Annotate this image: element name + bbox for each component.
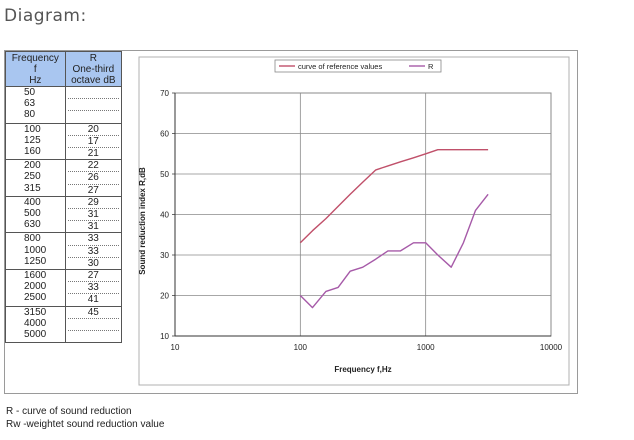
- r-value: [67, 319, 119, 332]
- table-row: 1600 2000 2500 27 33 41: [5, 269, 123, 307]
- frequency-value: 800: [24, 233, 41, 245]
- r-value-cell: 45: [64, 306, 123, 344]
- legend-label: curve of reference values: [298, 62, 382, 71]
- frequency-cell: 800 1000 1250: [5, 232, 66, 271]
- frequency-value: 125: [24, 134, 41, 146]
- table-row: 100 125 160 20 17 21: [5, 123, 123, 161]
- x-tick-label: 10000: [540, 343, 563, 352]
- y-tick-label: 10: [160, 332, 169, 341]
- table-row: 200 250 315 22 26 27: [5, 159, 123, 197]
- frequency-value: 63: [24, 98, 36, 110]
- frequency-cell: 200 250 315: [5, 159, 66, 197]
- table-row: 50 63 80: [5, 86, 123, 124]
- y-tick-label: 60: [160, 130, 169, 139]
- figure-frame: Frequency f Hz R One-third octave dB 50 6…: [4, 50, 578, 394]
- header-r: R One-third octave dB: [64, 51, 123, 87]
- r-value: [67, 87, 119, 100]
- r-value: 21: [87, 148, 99, 160]
- r-value: 17: [67, 136, 119, 149]
- x-tick-label: 100: [294, 343, 308, 352]
- r-value: 41: [87, 294, 99, 306]
- frequency-cell: 1600 2000 2500: [5, 269, 66, 307]
- legend-box: [274, 59, 442, 73]
- r-value: 20: [67, 124, 119, 136]
- frequency-value: 630: [24, 219, 41, 231]
- header-frequency: Frequency f Hz: [5, 51, 66, 87]
- x-axis-label: Frequency f,Hz: [334, 365, 391, 374]
- x-tick-label: 10: [171, 343, 180, 352]
- r-value: 26: [67, 172, 119, 185]
- frequency-value: 1600: [24, 270, 47, 282]
- r-value: 33: [67, 246, 119, 258]
- r-value: 27: [87, 184, 99, 196]
- frequency-value: 4000: [24, 317, 47, 329]
- frequency-value: 2000: [24, 281, 47, 293]
- frequency-cell: 50 63 80: [5, 86, 66, 124]
- frequency-table: Frequency f Hz R One-third octave dB 50 6…: [5, 51, 123, 344]
- r-value: 29: [67, 197, 119, 210]
- legend-label: R: [428, 62, 434, 71]
- r-value-cell: 20 17 21: [64, 123, 123, 161]
- y-tick-label: 40: [160, 211, 169, 220]
- table-row: 800 1000 1250 33 33 30: [5, 232, 123, 271]
- frequency-value: 200: [24, 160, 41, 172]
- frequency-value: 315: [24, 182, 41, 194]
- r-value: 30: [87, 257, 99, 269]
- frequency-value: 2500: [24, 292, 47, 304]
- r-value: 33: [67, 233, 119, 246]
- r-value: 33: [67, 282, 119, 295]
- diagram-heading: Diagram:: [4, 6, 87, 26]
- frequency-value: 1250: [24, 255, 47, 267]
- frequency-value: 160: [24, 146, 41, 158]
- frequency-cell: 3150 4000 5000: [5, 306, 66, 344]
- r-value: [67, 99, 119, 112]
- notes: R - curve of sound reduction Rw -weighte…: [6, 405, 164, 431]
- r-value: 27: [67, 270, 119, 283]
- note-r: R - curve of sound reduction: [6, 406, 132, 417]
- frequency-value: 400: [24, 196, 41, 208]
- y-tick-label: 20: [160, 292, 169, 301]
- table-row: 3150 4000 5000 45: [5, 306, 123, 344]
- r-value: [68, 111, 119, 122]
- r-value-cell: 33 33 30: [64, 232, 123, 271]
- r-value-cell: [64, 86, 123, 124]
- frequency-value: 3150: [24, 306, 47, 318]
- y-tick-label: 30: [160, 251, 169, 260]
- r-value: 31: [87, 221, 99, 233]
- frequency-cell: 100 125 160: [5, 123, 66, 161]
- y-tick-label: 50: [160, 170, 169, 179]
- r-value: 31: [67, 209, 119, 222]
- table-header-row: Frequency f Hz R One-third octave dB: [5, 51, 123, 87]
- frequency-value: 100: [24, 123, 41, 135]
- series-line-0: [299, 148, 489, 244]
- note-rw: Rw -weightet sound reduction value: [6, 419, 165, 430]
- frequency-value: 5000: [24, 329, 47, 341]
- sound-reduction-chart: 10 20 30 40 50 60 70 10 100 1000 10000 curve of re…: [138, 56, 570, 386]
- table-row: 400 500 630 29 31 31: [5, 196, 123, 234]
- frequency-value: 80: [24, 109, 36, 121]
- r-value-cell: 22 26 27: [64, 159, 123, 197]
- y-tick-label: 70: [160, 89, 169, 98]
- r-value-cell: 29 31 31: [64, 196, 123, 234]
- r-value: [68, 331, 119, 342]
- frequency-value: 250: [24, 171, 41, 183]
- frequency-value: 50: [24, 87, 36, 98]
- r-value: 45: [67, 307, 119, 319]
- series-line-1: [299, 193, 489, 309]
- r-value: 22: [67, 160, 119, 173]
- frequency-value: 500: [24, 208, 41, 220]
- r-value-cell: 27 33 41: [64, 269, 123, 307]
- x-tick-label: 1000: [417, 343, 435, 352]
- y-axis-label: Sound reduction index R,dB: [138, 167, 147, 275]
- frequency-value: 1000: [24, 244, 47, 256]
- frequency-cell: 400 500 630: [5, 196, 66, 234]
